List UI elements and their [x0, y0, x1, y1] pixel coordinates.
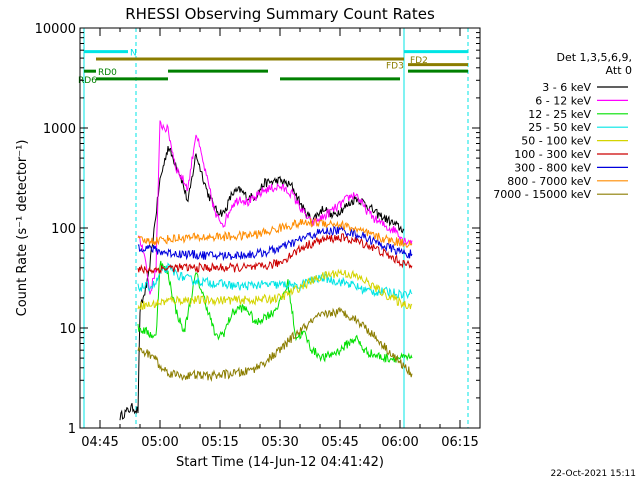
legend-label-5: 100 - 300 keV	[514, 148, 591, 161]
status-bar-label-0: N	[130, 49, 137, 59]
y-tick-label-2: 100	[51, 222, 76, 237]
series-line-3	[137, 262, 413, 300]
legend-header-0: Det 1,3,5,6,9,	[556, 51, 632, 64]
legend-header-1: Att 0	[606, 64, 632, 77]
x-tick-label-3: 05:30	[261, 435, 298, 450]
series-line-5	[137, 233, 413, 275]
legend-label-4: 50 - 100 keV	[521, 135, 591, 148]
legend-label-6: 300 - 800 keV	[514, 161, 591, 174]
y-axis-label: Count Rate (s⁻¹ detector⁻¹)	[15, 140, 30, 317]
status-bar-label-4: RD6	[78, 76, 97, 86]
legend-label-3: 25 - 50 keV	[528, 121, 591, 134]
x-tick-label-4: 05:45	[321, 435, 358, 450]
x-tick-label-5: 06:00	[381, 435, 418, 450]
x-axis: 04:45 05:00 05:15 05:30 05:45 06:00 06:15	[81, 28, 481, 450]
series-line-7	[137, 217, 413, 248]
x-tick-label-0: 04:45	[81, 435, 118, 450]
status-bar-label-2: FD3	[386, 62, 404, 72]
series-line-8	[137, 306, 413, 383]
x-axis-label: Start Time (14-Jun-12 04:41:42)	[176, 455, 384, 470]
legend-label-1: 6 - 12 keV	[535, 94, 591, 107]
series-line-6	[137, 225, 413, 262]
y-axis: 1 10 100 1000 10000	[35, 22, 480, 437]
legend-label-7: 800 - 7000 keV	[507, 175, 591, 188]
legend-label-2: 12 - 25 keV	[528, 108, 591, 121]
y-tick-label-0: 1	[68, 422, 76, 437]
y-tick-label-4: 10000	[35, 22, 76, 37]
series-line-1	[137, 120, 413, 295]
legend-label-0: 3 - 6 keV	[542, 81, 591, 94]
chart-title: RHESSI Observing Summary Count Rates	[125, 5, 435, 23]
x-tick-label-6: 06:15	[441, 435, 478, 450]
footer-date: 22-Oct-2021 15:11	[551, 469, 636, 479]
y-tick-label-3: 1000	[43, 122, 76, 137]
x-tick-label-2: 05:15	[201, 435, 238, 450]
series-line-2	[137, 260, 413, 364]
status-bar-label-1: FD2	[410, 56, 428, 66]
series-line-0	[119, 146, 405, 421]
x-tick-label-1: 05:00	[141, 435, 178, 450]
series-line-4	[137, 268, 413, 310]
legend-label-8: 7000 - 15000 keV	[493, 188, 591, 201]
y-tick-label-1: 10	[59, 322, 76, 337]
status-bar-label-3: RD0	[98, 68, 117, 78]
